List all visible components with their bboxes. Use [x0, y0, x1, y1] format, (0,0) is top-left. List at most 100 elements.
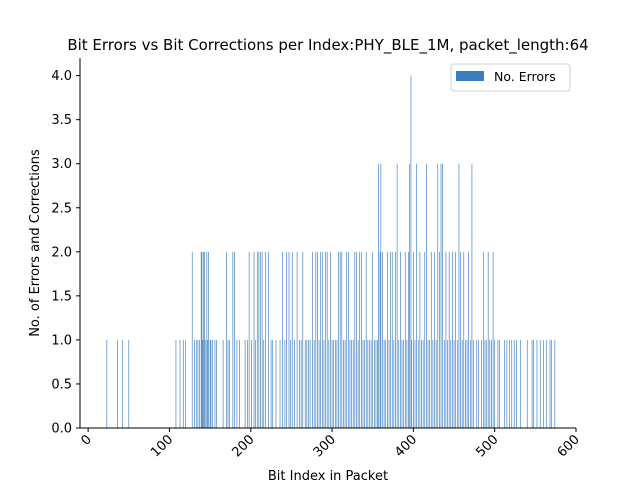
bar [299, 339, 300, 428]
y-tick-label: 1.0 [51, 333, 72, 348]
bar [282, 251, 283, 428]
bar [445, 251, 447, 428]
bar [369, 339, 370, 428]
bar [437, 163, 439, 428]
bar [417, 339, 419, 428]
bar [296, 251, 298, 428]
bar [408, 251, 409, 428]
bar [325, 251, 326, 428]
bar [377, 339, 378, 428]
bar [348, 251, 349, 428]
bar [511, 339, 513, 428]
bar [499, 339, 500, 428]
bar [419, 251, 421, 428]
bar [312, 251, 313, 428]
bar [247, 339, 248, 428]
bar [222, 339, 224, 428]
bar [367, 339, 369, 428]
bar [398, 339, 400, 428]
bar [429, 339, 430, 428]
bar [516, 339, 517, 428]
x-axis-title: Bit Index in Packet [268, 469, 388, 480]
bar [482, 251, 484, 428]
bar [442, 163, 443, 428]
bar [244, 339, 246, 428]
bar [284, 339, 286, 428]
bar [207, 339, 208, 428]
y-tick-label: 3.0 [51, 157, 72, 172]
bar [494, 339, 496, 428]
bar [370, 339, 372, 428]
bar [465, 339, 466, 428]
bar [448, 251, 450, 428]
bar [396, 163, 398, 428]
legend-label: No. Errors [494, 69, 556, 84]
bar [226, 251, 227, 428]
bar [416, 163, 417, 428]
bar [300, 339, 302, 428]
bar [453, 339, 455, 428]
bar [491, 339, 492, 428]
bar [554, 339, 556, 428]
bar [204, 339, 206, 428]
bar [286, 251, 287, 428]
bar [229, 339, 230, 428]
bar [279, 339, 281, 428]
bar [361, 251, 362, 428]
bar [387, 251, 388, 428]
bar [339, 251, 341, 428]
bar [318, 339, 320, 428]
bar [469, 339, 471, 428]
bar [536, 339, 538, 428]
bar [272, 339, 274, 428]
bar [354, 251, 356, 428]
bar [251, 339, 252, 428]
bar [364, 339, 365, 428]
bar [288, 251, 290, 428]
bar [202, 339, 204, 428]
y-tick-label: 2.5 [51, 201, 72, 216]
bar [365, 251, 367, 428]
y-tick-label: 0.5 [51, 377, 72, 392]
bar [255, 339, 256, 428]
bar [239, 339, 240, 428]
bar [362, 339, 364, 428]
x-tick-label: 500 [473, 432, 501, 460]
bar [411, 339, 413, 428]
bar [320, 251, 322, 428]
bar [128, 339, 130, 428]
bar [388, 339, 390, 428]
bar [306, 339, 308, 428]
bar [531, 339, 533, 428]
bars-group [106, 75, 556, 429]
bar [526, 339, 528, 428]
bar [268, 251, 269, 428]
bar [456, 339, 458, 428]
bar [195, 339, 197, 428]
bar [427, 339, 429, 428]
bar [253, 251, 255, 428]
bar [391, 251, 393, 428]
bar [434, 251, 435, 428]
bar [486, 339, 487, 428]
y-tick-label: 3.5 [51, 113, 72, 128]
y-axis-title: No. of Errors and Corrections [28, 149, 43, 337]
y-tick-label: 0.0 [51, 422, 72, 437]
bar [356, 251, 357, 428]
bar [199, 339, 200, 428]
bar [440, 163, 442, 428]
bar [328, 339, 330, 428]
bar [308, 339, 309, 428]
bar [256, 251, 258, 428]
bar [481, 339, 482, 428]
bar [476, 339, 478, 428]
bar [317, 251, 318, 428]
bar [404, 251, 406, 428]
bar [182, 339, 184, 428]
bar [216, 339, 217, 428]
x-tick-label: 100 [148, 432, 176, 460]
bar [208, 251, 209, 428]
bar [410, 75, 412, 429]
bar [539, 339, 541, 428]
bar [214, 339, 216, 428]
